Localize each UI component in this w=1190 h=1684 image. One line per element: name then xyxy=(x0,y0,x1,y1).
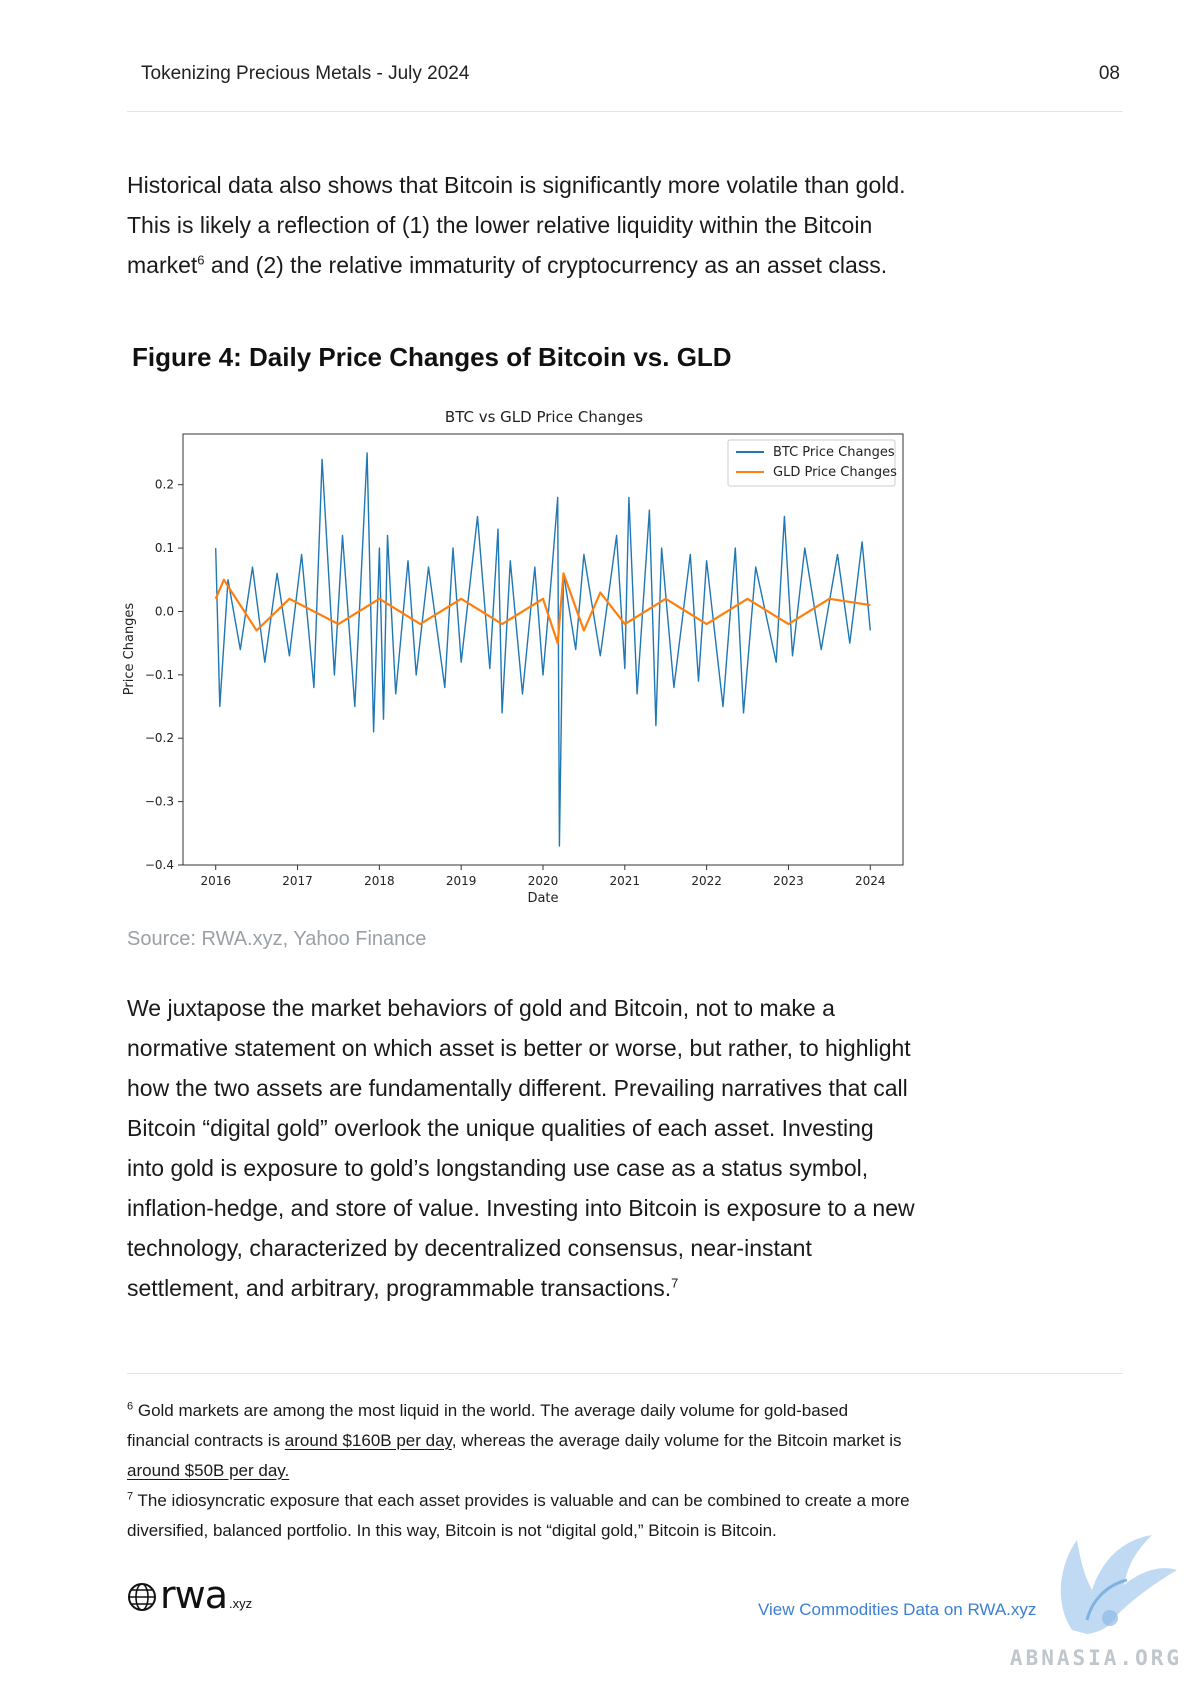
y-tick-label: 0.0 xyxy=(155,604,174,618)
footnote-divider xyxy=(127,1373,1123,1374)
body-line: technology, characterized by decentraliz… xyxy=(127,1235,812,1261)
figure-title: Figure 4: Daily Price Changes of Bitcoin… xyxy=(132,342,732,372)
body-line: normative statement on which asset is be… xyxy=(127,1035,911,1061)
gld-series-line xyxy=(214,572,871,645)
logo-suffix: .xyz xyxy=(229,1596,253,1611)
x-tick-label: 2017 xyxy=(282,874,313,888)
intro-line-2: This is likely a reflection of (1) the l… xyxy=(127,212,873,238)
footnote-6-text: Gold markets are among the most liquid i… xyxy=(133,1401,849,1420)
body-line: Bitcoin “digital gold” overlook the uniq… xyxy=(127,1115,874,1141)
footnote-6-mark: 6 xyxy=(127,1400,134,1413)
y-tick-label: 0.2 xyxy=(155,478,174,492)
y-tick-label: −0.2 xyxy=(145,731,174,745)
body-paragraph: We juxtapose the market behaviors of gol… xyxy=(127,988,987,1308)
globe-icon xyxy=(128,1583,156,1611)
x-tick-label: 2021 xyxy=(610,874,641,888)
x-tick-label: 2024 xyxy=(855,874,886,888)
footnote-7-text: The idiosyncratic exposure that each ass… xyxy=(133,1491,910,1510)
x-tick-label: 2023 xyxy=(773,874,804,888)
x-tick-label: 2020 xyxy=(528,874,559,888)
body-line: We juxtapose the market behaviors of gol… xyxy=(127,995,835,1021)
header-divider xyxy=(127,111,1123,112)
figure-source: Source: RWA.xyz, Yahoo Finance xyxy=(127,928,427,950)
intro-line-1: Historical data also shows that Bitcoin … xyxy=(127,172,906,198)
page-number: 08 xyxy=(1098,63,1120,84)
legend-box xyxy=(727,439,896,487)
body-last-text: settlement, and arbitrary, programmable … xyxy=(127,1275,672,1301)
footnote-7-line-2: diversified, balanced portfolio. In this… xyxy=(127,1521,777,1540)
x-axis-label: Date xyxy=(527,891,558,906)
y-tick-label: 0.1 xyxy=(155,541,174,555)
footnote-7-line-1: 7 The idiosyncratic exposure that each a… xyxy=(127,1486,1007,1516)
view-commodities-link[interactable]: View Commodities Data on RWA.xyz xyxy=(758,1600,1037,1619)
intro-line-3-text: market xyxy=(127,252,198,278)
btc-gld-chart: BTC vs GLD Price Changes 0.2 0.1 0.0 −0.1 −0… xyxy=(122,408,904,906)
footnote-7-mark: 7 xyxy=(127,1490,134,1503)
legend-label-btc: BTC Price Changes xyxy=(773,445,895,460)
logo-wordmark: rwa xyxy=(160,1573,228,1617)
y-tick-label: −0.4 xyxy=(145,858,174,872)
footnote-6-line-3: around $50B per day. xyxy=(127,1456,1007,1486)
chart-legend: BTC Price Changes GLD Price Changes xyxy=(727,439,897,487)
y-tick-label: −0.1 xyxy=(145,668,174,682)
intro-line-3-rest: and (2) the relative immaturity of crypt… xyxy=(204,252,888,278)
x-tick-label: 2016 xyxy=(200,874,231,888)
chart-title: BTC vs GLD Price Changes xyxy=(445,408,643,426)
y-tick-label: −0.3 xyxy=(145,795,174,809)
body-line-last: settlement, and arbitrary, programmable … xyxy=(127,1268,987,1308)
footnote-6-text-2: financial contracts is xyxy=(127,1431,285,1450)
griffin-watermark-icon xyxy=(1060,1535,1177,1634)
y-axis-label: Price Changes xyxy=(122,603,137,696)
intro-line-3: market6 and (2) the relative immaturity … xyxy=(127,245,987,285)
btc-series-line xyxy=(215,452,871,847)
intro-paragraph: Historical data also shows that Bitcoin … xyxy=(127,165,987,285)
gold-volume-link[interactable]: around $160B per day xyxy=(284,1431,452,1450)
bitcoin-volume-link[interactable]: around $50B per day. xyxy=(127,1461,290,1480)
footnotes: 6 Gold markets are among the most liquid… xyxy=(127,1396,1007,1546)
x-tick-label: 2019 xyxy=(446,874,477,888)
footnote-6-text-3: , whereas the average daily volume for t… xyxy=(451,1431,902,1450)
watermark-text: ABNASIA.ORG xyxy=(1009,1646,1182,1670)
body-line: into gold is exposure to gold’s longstan… xyxy=(127,1155,869,1181)
footnote-ref-6[interactable]: 6 xyxy=(197,252,205,268)
plot-area xyxy=(182,433,904,866)
x-tick-label: 2022 xyxy=(691,874,722,888)
x-tick-label: 2018 xyxy=(364,874,395,888)
body-line: inflation-hedge, and store of value. Inv… xyxy=(127,1195,915,1221)
legend-label-gld: GLD Price Changes xyxy=(773,465,897,480)
footnote-6-line-2: financial contracts is around $160B per … xyxy=(127,1426,1007,1456)
body-line: how the two assets are fundamentally dif… xyxy=(127,1075,908,1101)
footnote-6-line-1: 6 Gold markets are among the most liquid… xyxy=(127,1396,1007,1426)
rwa-logo[interactable]: rwa .xyz xyxy=(127,1573,253,1617)
header-title: Tokenizing Precious Metals - July 2024 xyxy=(141,63,470,84)
footnote-ref-7[interactable]: 7 xyxy=(671,1275,679,1291)
